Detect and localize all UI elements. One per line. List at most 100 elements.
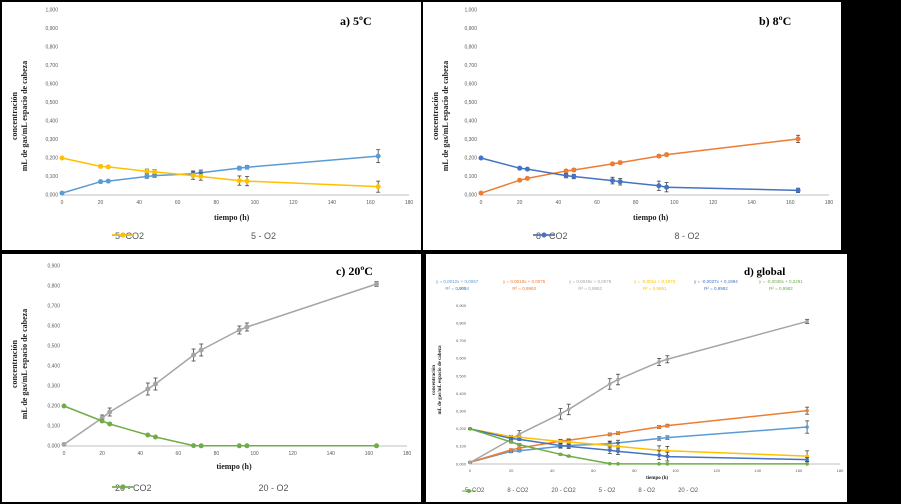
panel-5c: 0,000 0,100 0,200 0,300 0,400 0,500 0,600 0,700… <box>2 2 421 250</box>
y-axis-label: concentración mL de gas/mL espacio de ca… <box>431 26 451 206</box>
data-point <box>665 435 670 440</box>
r2-text: R² = 0,9951 <box>642 286 667 291</box>
legend: 8 - CO2 8 - O2 <box>533 231 700 241</box>
series-line <box>469 409 808 463</box>
data-point <box>795 187 801 193</box>
x-tick-label: 20 <box>517 200 523 206</box>
data-point <box>657 436 661 441</box>
data-point <box>616 377 620 382</box>
chart-8c: 0,000 0,100 0,200 0,300 0,400 0,500 0,600 0,700… <box>464 8 834 206</box>
legend-label: 8 - CO2 <box>507 488 529 494</box>
data-point <box>517 177 523 183</box>
data-point <box>795 136 801 142</box>
data-point <box>664 152 670 158</box>
x-tick-label: 20 <box>99 451 105 457</box>
equation-8-o2: y = -0,0027x + 0,1994 R² = 0,9982 <box>694 278 738 292</box>
y-axis-label: concentración mL de gas/mL espacio de ca… <box>10 274 30 454</box>
data-point <box>468 427 472 431</box>
legend-item-8-o2: 8 - O2 <box>462 488 655 494</box>
legend-marker <box>462 489 476 493</box>
y-axis-label-line-1: concentración <box>10 340 19 388</box>
y-tick-label: 0,700 <box>47 304 60 310</box>
data-point <box>609 161 615 167</box>
x-tick-label: 180 <box>825 200 834 206</box>
x-tick-label: 160 <box>796 468 803 473</box>
y-axis-label: concentración mL de gas/mL espacio de ca… <box>432 310 444 450</box>
y-tick-label: 1,000 <box>45 8 58 14</box>
x-tick-label: 140 <box>328 200 337 206</box>
y-axis-label-line-2: mL de gas/mL espacio de cabeza <box>20 308 29 420</box>
x-tick-label: 120 <box>713 468 720 473</box>
equation-5-o2: y = -0,001x + 0,1973 R² = 0,9951 <box>634 278 675 292</box>
x-tick-label: 0 <box>61 200 64 206</box>
legend-marker-o2 <box>112 232 134 238</box>
y-tick-label: 0,800 <box>47 284 60 290</box>
x-tick-label: 80 <box>633 200 639 206</box>
data-point <box>665 449 670 453</box>
data-point <box>607 448 612 453</box>
x-tick-label: 140 <box>747 200 756 206</box>
y-tick-label: 0,700 <box>456 338 467 343</box>
data-point <box>509 440 513 444</box>
r2-text: R² = 0,9963 <box>512 286 536 291</box>
panel-title: b) 8ºC <box>759 14 792 28</box>
data-point <box>566 454 571 458</box>
data-point <box>375 184 381 190</box>
x-tick-label: 140 <box>327 451 336 457</box>
y-tick-label: 0,000 <box>45 193 58 199</box>
x-tick-label: 100 <box>670 200 679 206</box>
data-point <box>152 434 158 440</box>
y-tick-label: 0,400 <box>464 119 477 125</box>
legend: 5- CO2 5 - O2 <box>112 231 276 241</box>
data-point <box>563 168 569 174</box>
data-point <box>517 437 522 442</box>
legend-label: 5 - O2 <box>598 488 616 494</box>
y-tick-label: 0,900 <box>45 26 58 32</box>
data-point <box>571 167 577 173</box>
r2-text: R² = 0,9404 <box>445 286 469 291</box>
r2-text: R² = 0,9982 <box>704 286 728 291</box>
y-tick-label: 0,100 <box>464 174 477 180</box>
legend-marker-o2 <box>112 484 134 490</box>
data-point <box>566 440 571 444</box>
legend: 20 - CO2 20 - O2 <box>112 483 289 493</box>
y-tick-label: 0,600 <box>464 82 477 88</box>
y-tick-label: 0,900 <box>464 26 477 32</box>
data-point <box>198 443 204 449</box>
x-tick-label: 120 <box>709 200 718 206</box>
x-tick-label: 100 <box>250 451 259 457</box>
y-tick-label: 0,800 <box>45 45 58 51</box>
data-point <box>517 446 522 450</box>
data-point <box>558 452 563 457</box>
data-point <box>144 168 150 174</box>
data-point <box>517 449 522 453</box>
data-point <box>244 443 250 449</box>
legend-item-o2: 20 - O2 <box>112 483 289 493</box>
data-point <box>616 462 620 466</box>
x-tick-label: 40 <box>556 200 562 206</box>
data-point <box>616 431 620 435</box>
equation-text: y = 0,0049x + 0,0078 <box>569 279 612 284</box>
data-point <box>657 453 661 457</box>
series-line <box>61 157 379 188</box>
y-tick-label: 0,800 <box>456 321 467 326</box>
panel-title: d) global <box>744 266 786 278</box>
data-point <box>558 439 563 444</box>
y-tick-label: 0,400 <box>456 391 467 396</box>
data-point <box>98 179 104 185</box>
y-tick-label: 0,500 <box>464 100 477 106</box>
legend: 5- CO2 8 - CO2 20 - CO2 5 - O2 8 - O2 20… <box>462 488 698 494</box>
data-point <box>657 425 661 429</box>
legend-label: 20 - O2 <box>678 488 699 494</box>
data-point <box>478 190 484 196</box>
x-axis-label: tiempo (h) <box>214 213 250 222</box>
panel-8c: 0,000 0,100 0,200 0,300 0,400 0,500 0,600 0,700… <box>423 2 841 250</box>
equation-8-co2: y = 0,0018x + 0,0075 R² = 0,9963 <box>503 278 545 292</box>
data-point <box>107 421 113 427</box>
chart-20c: 0,000 0,100 0,200 0,300 0,400 0,500 0,600 0,700… <box>47 264 411 471</box>
legend-label: 8 - CO2 <box>536 231 568 241</box>
data-point <box>190 173 196 179</box>
x-tick-label: 180 <box>837 468 844 473</box>
x-tick-label: 160 <box>786 200 795 206</box>
x-tick-label: 80 <box>214 451 220 457</box>
